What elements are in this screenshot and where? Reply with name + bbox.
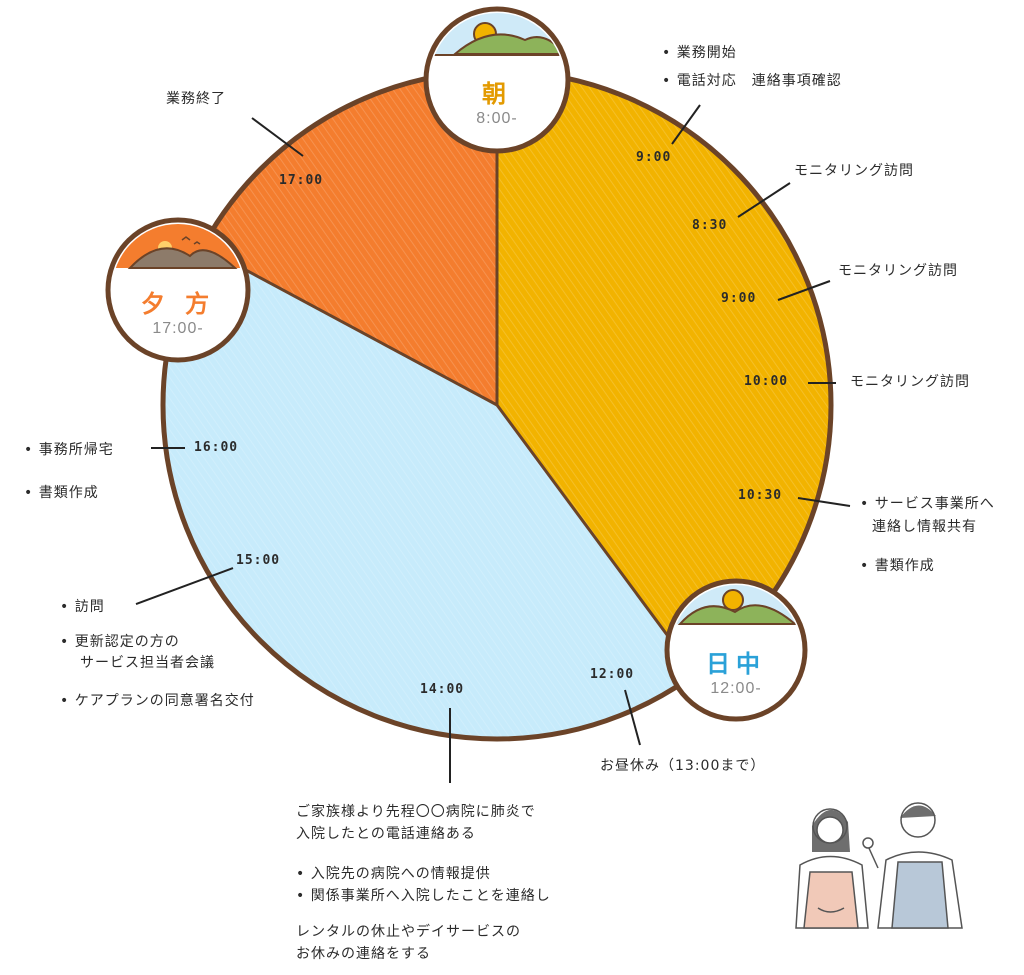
two-caregivers-icon	[795, 802, 963, 929]
noon-badge-label: 日中	[706, 650, 766, 678]
note-service-contact: 連絡し情報共有	[872, 519, 977, 535]
note-family-call: 入院したとの電話連絡ある	[296, 826, 476, 842]
time-label: 14:00	[420, 682, 465, 697]
note-documents: • 書類作成	[860, 558, 935, 574]
note-monitoring: モニタリング訪問	[794, 163, 914, 179]
morning-badge	[423, 6, 571, 154]
time-label: 8:30	[692, 218, 728, 233]
sun-icon	[722, 589, 744, 611]
morning-badge-label: 朝	[482, 80, 512, 108]
note-hospital-info: • 入院先の病院への情報提供	[296, 866, 491, 882]
divider-line	[495, 404, 698, 675]
time-label: 12:00	[590, 667, 635, 682]
note-service-contact: • サービス事業所へ	[860, 496, 995, 512]
time-label: 10:00	[744, 374, 789, 389]
note-renewal: • 更新認定の方の	[60, 634, 180, 650]
morning-badge-time: 8:00-	[476, 110, 518, 127]
note-lunch: お昼休み（13:00まで）	[600, 758, 766, 774]
noon-badge-time: 12:00-	[710, 680, 762, 697]
time-label: 16:00	[194, 440, 239, 455]
note-related-office: • 関係事業所へ入院したことを連絡し	[296, 888, 551, 904]
time-label: 17:00	[279, 173, 324, 188]
divider-line	[202, 245, 498, 407]
note-work-end: 業務終了	[166, 91, 226, 107]
time-label: 15:00	[236, 553, 281, 568]
note-monitoring: モニタリング訪問	[850, 374, 970, 390]
note-visit: • 訪問	[60, 599, 105, 615]
time-label: 10:30	[738, 488, 783, 503]
note-family-call: ご家族様より先程〇〇病院に肺炎で	[296, 804, 536, 820]
evening-badge-time: 17:00-	[152, 320, 204, 337]
note-rental: お休みの連絡をする	[296, 946, 431, 962]
note-careplan: • ケアプランの同意署名交付	[60, 693, 255, 709]
note-office-return: • 事務所帰宅	[24, 442, 114, 458]
noon-badge	[664, 578, 808, 722]
note-rental: レンタルの休止やデイサービスの	[296, 924, 521, 940]
time-label: 9:00	[636, 150, 672, 165]
note-phone: • 電話対応 連絡事項確認	[662, 73, 842, 89]
note-renewal: サービス担当者会議	[80, 655, 215, 671]
evening-badge-label: 夕 方	[140, 290, 216, 318]
note-work-start: • 業務開始	[662, 45, 737, 61]
leader-lines	[135, 104, 851, 783]
note-documents: • 書類作成	[24, 485, 99, 501]
note-monitoring: モニタリング訪問	[838, 263, 958, 279]
time-label: 9:00	[721, 291, 757, 306]
